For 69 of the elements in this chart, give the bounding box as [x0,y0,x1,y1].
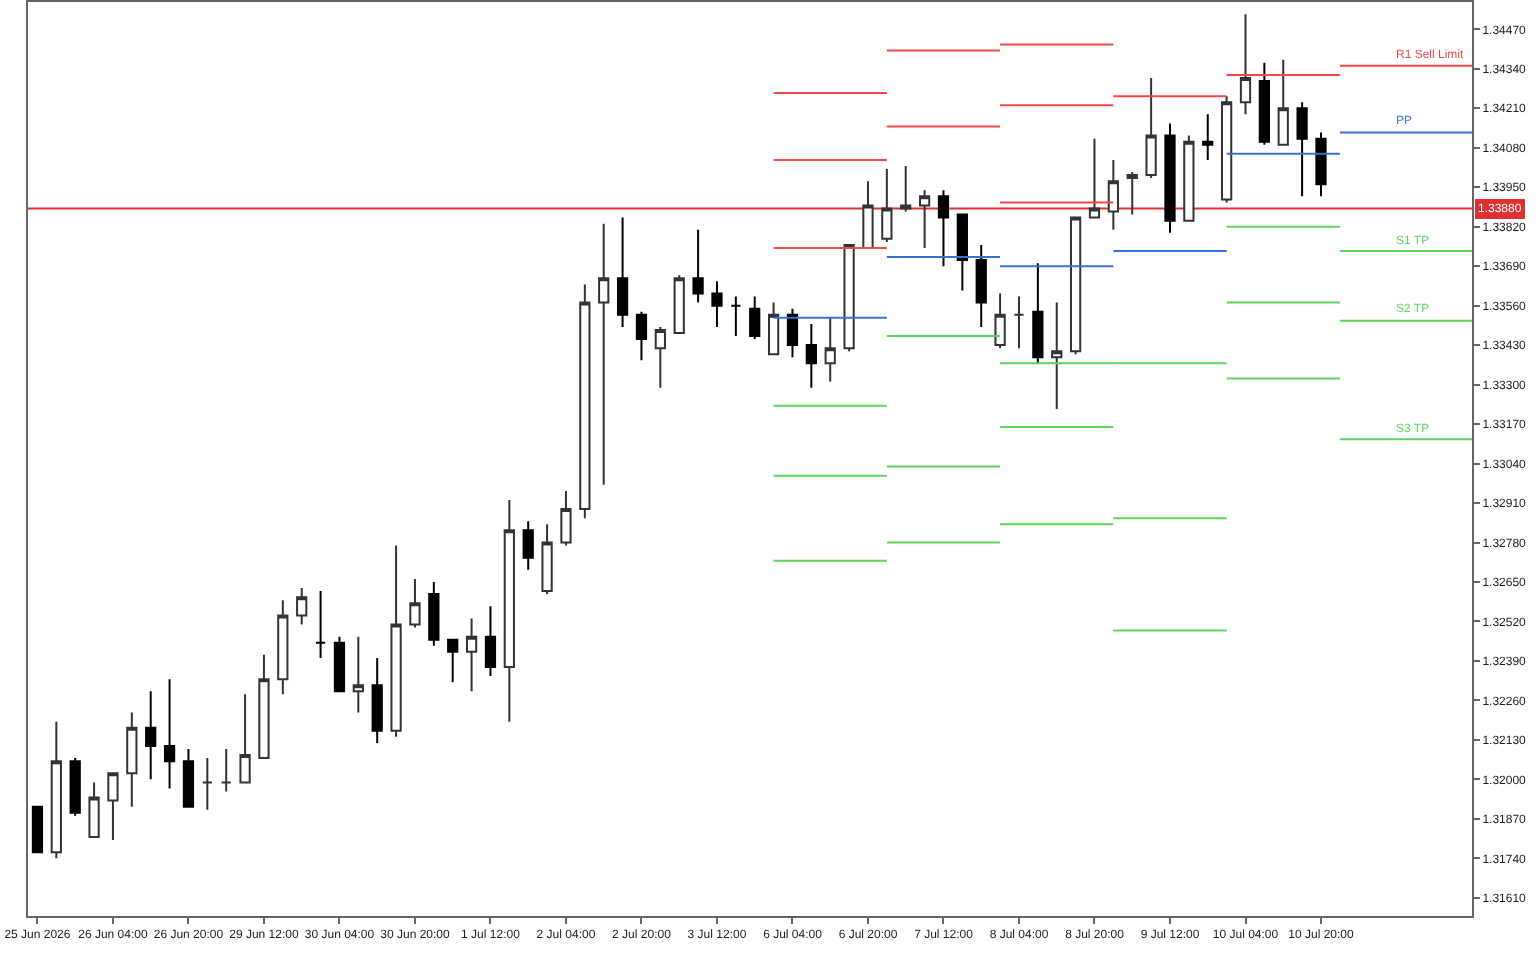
candlestick [163,678,176,790]
candlestick [1315,131,1327,198]
candlestick [843,243,855,353]
candlestick [1051,301,1063,410]
candlestick [409,577,421,629]
candlestick [579,283,591,520]
candlestick [88,781,100,839]
candlestick [730,295,742,338]
candlestick [824,316,836,383]
candlestick [201,757,213,811]
candlestick [50,720,62,860]
candlestick [1220,95,1233,204]
candlestick [1258,61,1270,146]
candlestick [465,617,478,693]
candlestick [352,635,364,714]
candlestick [635,310,648,362]
candlestick [975,243,987,328]
candlestick [69,757,81,817]
candlestick [1277,58,1289,146]
candlestick [258,653,270,760]
candlestick [1183,134,1195,222]
candlestick [1013,295,1025,350]
candlestick [447,638,459,684]
candlestick [371,656,383,744]
candlestick [296,587,308,626]
candlestick [1239,13,1252,116]
candlestick [484,605,497,678]
candlestick [1164,122,1176,234]
candlestick [918,189,931,249]
candlestick [881,168,893,243]
candlestick [1296,101,1308,198]
candlestick [786,307,799,359]
candlestick [560,489,572,547]
candlestick [314,590,327,659]
candlestick [277,599,289,696]
candlestick [616,216,629,328]
candlestick [1145,76,1157,180]
candlestick [994,292,1006,350]
candlestick [692,228,704,304]
candlestick [503,499,515,723]
candlestick [220,748,232,793]
candlestick [428,580,440,647]
candlestick [182,748,195,808]
candlestick [1107,158,1119,231]
candlestick [1202,113,1214,161]
candlestick [749,295,761,341]
candlestick [598,222,610,486]
candlestick [239,693,251,784]
candlestick [956,213,968,292]
candlestick [711,280,723,328]
candlestick [126,711,138,808]
candlestick [767,301,780,356]
candlestick [522,520,534,571]
candlestick [862,180,874,249]
candlestick [1088,137,1101,219]
candlestick [1069,216,1082,356]
candlestick [900,164,912,213]
candlestick [107,772,119,842]
candlestick [31,805,44,854]
candlestick [541,523,553,596]
candlestick [1126,171,1138,216]
candlestick [654,325,666,389]
candlestick [390,544,402,738]
candlestick [145,690,157,781]
candlestick [673,274,685,334]
candlestick [937,189,950,268]
candlestick [805,322,817,389]
candlestick [1032,262,1044,365]
candlestick [333,635,346,693]
